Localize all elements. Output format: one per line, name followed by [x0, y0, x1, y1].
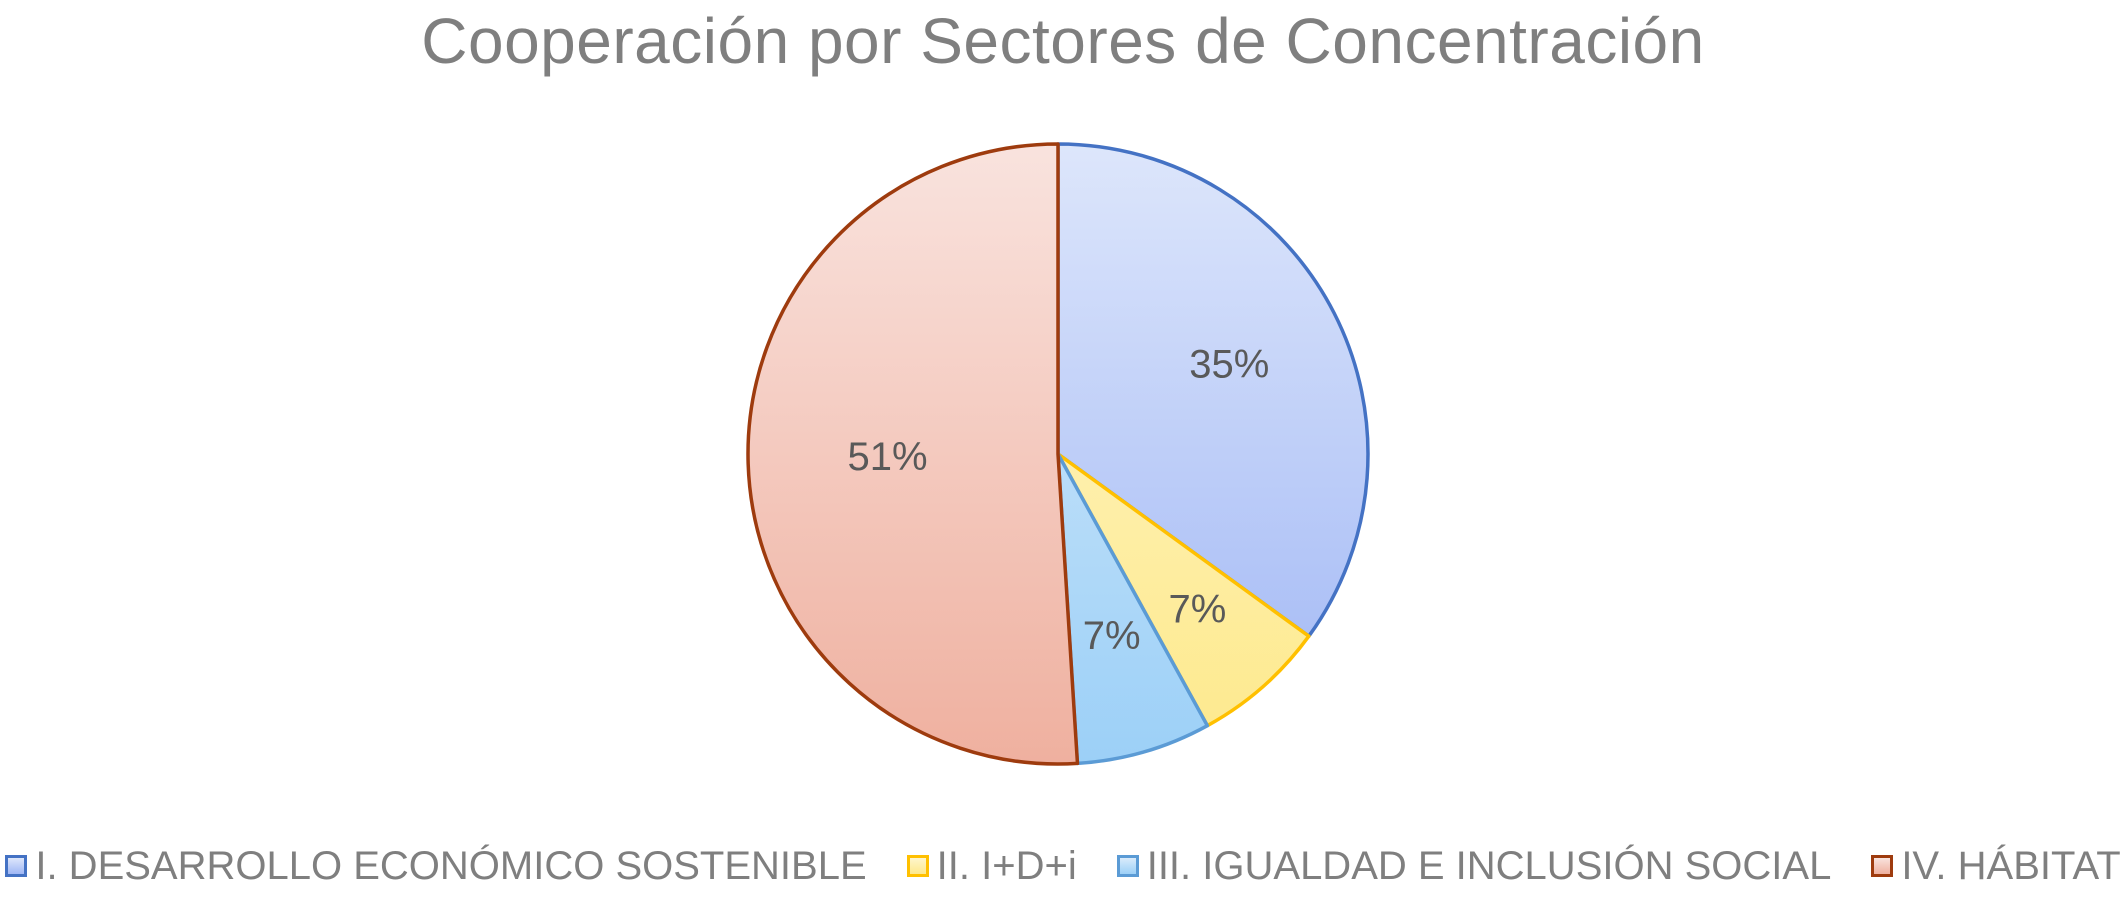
legend-item-1: I. DESARROLLO ECONÓMICO SOSTENIBLE: [5, 843, 867, 889]
legend-swatch-2: [906, 855, 929, 877]
pie-slices: [746, 142, 1370, 766]
pie-labels: 35% 7% 7% 51%: [848, 342, 1270, 658]
legend-item-4: IV. HÁBITAT: [1871, 843, 2121, 889]
legend-item-3: III. IGUALDAD E INCLUSIÓN SOCIAL: [1116, 843, 1832, 889]
legend: I. DESARROLLO ECONÓMICO SOSTENIBLE II. I+…: [0, 836, 2126, 896]
chart-title: Cooperación por Sectores de Concentració…: [421, 5, 1705, 77]
legend-swatch-4: [1871, 855, 1894, 877]
legend-swatch-3: [1116, 855, 1139, 877]
data-label-3: 7%: [1083, 614, 1141, 658]
pie-slice-2: [1056, 452, 1311, 728]
pie-slice-4: [746, 142, 1080, 766]
legend-label-4: IV. HÁBITAT: [1901, 843, 2121, 888]
legend-label-2: II. I+D+i: [936, 843, 1077, 888]
pie-slice-1: [1056, 142, 1370, 638]
legend-label-1: I. DESARROLLO ECONÓMICO SOSTENIBLE: [35, 843, 867, 888]
pie-slice-3: [1056, 452, 1210, 766]
legend-label-3: III. IGUALDAD E INCLUSIÓN SOCIAL: [1146, 843, 1832, 888]
legend-swatch-1: [5, 855, 28, 877]
legend-item-2: II. I+D+i: [906, 843, 1077, 889]
data-label-4: 51%: [848, 435, 928, 479]
data-label-2: 7%: [1168, 588, 1226, 632]
data-label-1: 35%: [1189, 342, 1269, 386]
